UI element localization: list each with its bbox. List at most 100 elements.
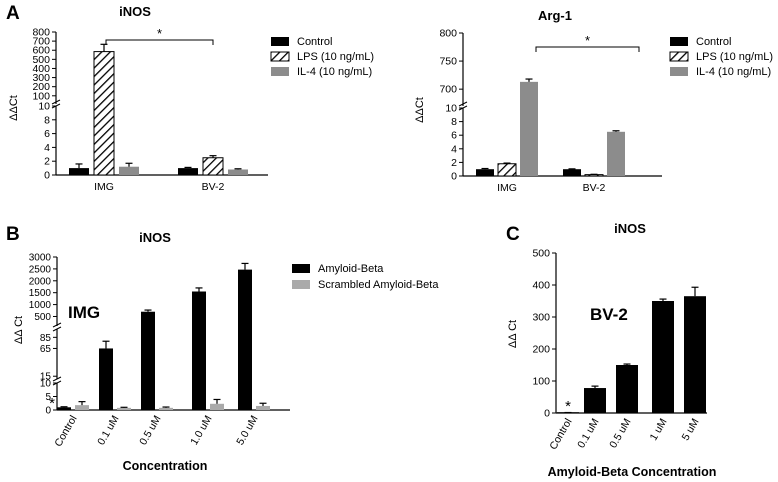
legend-entry: IL-4 (10 ng/mL) <box>696 66 771 78</box>
legend-entry: IL-4 (10 ng/mL) <box>297 66 372 78</box>
y-tick-label: 100 <box>532 376 550 388</box>
legend-swatch <box>270 51 290 62</box>
bar <box>238 269 252 410</box>
y-tick-label: 65 <box>40 344 52 355</box>
cell-line-label: BV-2 <box>590 305 628 324</box>
x-tick-label: IMG <box>94 181 114 193</box>
x-tick-label: Control <box>52 414 79 449</box>
bar <box>256 405 270 410</box>
y-tick-label: 300 <box>532 312 550 324</box>
y-tick-label: 2 <box>44 156 50 168</box>
y-tick-label: 500 <box>34 312 51 323</box>
x-tick-label: 1.0 uM <box>188 414 214 448</box>
legend-swatch <box>292 264 310 273</box>
bar <box>584 388 606 413</box>
y-tick-label: 8 <box>44 114 50 126</box>
y-tick-label: 200 <box>532 344 550 356</box>
cell-line-label: IMG <box>68 303 100 322</box>
panel-letter-c: C <box>506 224 520 245</box>
y-tick-label: 15 <box>40 372 52 383</box>
bar <box>476 169 494 176</box>
y-tick-label: 3000 <box>29 253 52 264</box>
y-tick-label: 10 <box>38 101 50 113</box>
chart-title: iNOS <box>614 221 646 236</box>
x-tick-label: 0.5 uM <box>607 417 633 451</box>
bar <box>141 311 155 410</box>
bar <box>684 296 706 413</box>
x-tick-label: BV-2 <box>202 181 225 193</box>
legend-entry: Control <box>696 36 731 48</box>
y-tick-label: 400 <box>32 63 50 75</box>
bar <box>178 168 198 175</box>
x-tick-label: Control <box>547 417 574 452</box>
y-tick-label: 4 <box>44 142 50 154</box>
y-tick-label: 0 <box>544 408 550 420</box>
y-tick-label: 700 <box>32 36 50 48</box>
bar <box>192 291 206 410</box>
bar <box>497 163 517 177</box>
significance-bracket <box>105 39 214 45</box>
y-tick-label: 6 <box>451 130 457 142</box>
x-tick-label: 5 uM <box>680 417 702 443</box>
legend-swatch <box>292 280 310 289</box>
x-axis-label: Amyloid-Beta Concentration <box>548 465 717 479</box>
y-axis-label: ΔΔ Ct <box>507 320 519 348</box>
y-axis-label: ΔΔ Ct <box>13 316 25 344</box>
legend-entry: Scrambled Amyloid-Beta <box>318 279 439 291</box>
chart-title: Arg-1 <box>538 8 572 23</box>
panel-letter-a: A <box>6 3 20 24</box>
x-tick-label: 1 uM <box>648 417 670 443</box>
y-tick-label: 8 <box>451 116 457 128</box>
y-tick-label: 2000 <box>29 276 52 287</box>
bar <box>607 131 625 176</box>
panel-a-inos: A iNOS ΔΔCt 0 2 4 6 810100200300400500600700… <box>6 3 374 193</box>
y-tick-label: 400 <box>532 280 550 292</box>
y-tick-label: 85 <box>40 333 52 344</box>
bar <box>117 407 131 410</box>
bar <box>159 407 173 410</box>
bar <box>93 51 115 176</box>
y-tick-label: 200 <box>32 81 50 93</box>
x-tick-label: 0.1 uM <box>95 414 121 448</box>
y-tick-label: 300 <box>32 72 50 84</box>
x-tick-label: BV-2 <box>583 182 606 194</box>
y-tick-label: 10 <box>40 379 52 390</box>
significance-star: * <box>49 395 55 412</box>
y-tick-label: 2 <box>451 157 457 169</box>
y-tick-label: 0 <box>45 406 51 417</box>
x-tick-label: IMG <box>497 182 517 194</box>
bar <box>228 169 248 175</box>
bar <box>563 169 581 176</box>
bar <box>202 157 224 176</box>
y-tick-label: 10 <box>445 103 457 115</box>
legend-swatch <box>670 67 688 76</box>
legend-swatch <box>670 37 688 46</box>
y-tick-label: 800 <box>439 28 457 40</box>
significance-star: * <box>565 398 571 415</box>
bar <box>616 365 638 413</box>
legend-entry: Amyloid-Beta <box>318 263 384 275</box>
legend-swatch <box>271 37 289 46</box>
bar <box>520 81 538 176</box>
x-tick-label: 0.5 uM <box>137 414 163 448</box>
y-tick-label: 5 <box>45 392 51 403</box>
y-tick-label: 0 <box>451 171 457 183</box>
significance-star: * <box>585 33 590 48</box>
legend-swatch <box>669 51 689 62</box>
y-tick-label: 700 <box>439 84 457 96</box>
y-tick-label: 6 <box>44 128 50 140</box>
y-tick-label: 0 <box>44 170 50 182</box>
axis-break-mark <box>52 326 62 332</box>
y-tick-label: 2500 <box>29 264 52 275</box>
bar <box>69 168 89 175</box>
x-tick-label: 0.1 uM <box>575 417 601 451</box>
y-tick-label: 1000 <box>29 300 52 311</box>
significance-bracket <box>535 46 640 52</box>
bar <box>119 166 139 175</box>
y-tick-label: 1500 <box>29 288 52 299</box>
legend-entry: Control <box>297 36 332 48</box>
y-tick-label: 800 <box>32 27 50 39</box>
panel-letter-b: B <box>6 224 20 245</box>
